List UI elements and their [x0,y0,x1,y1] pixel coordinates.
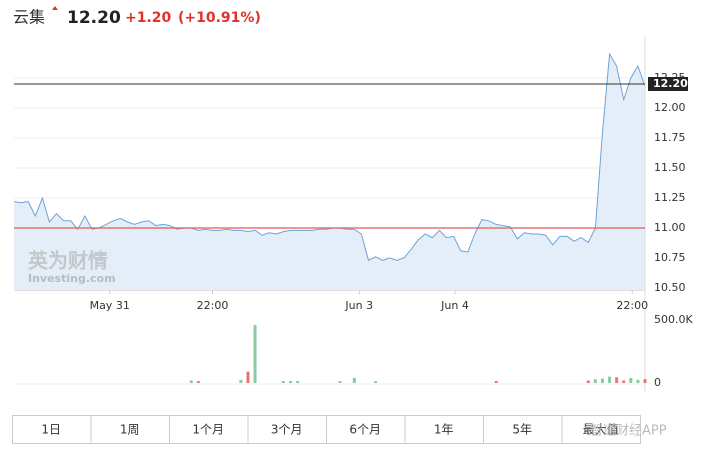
y-tick-label: 10.75 [654,251,686,264]
volume-bar [239,379,243,383]
y-tick-label: 11.25 [654,191,686,204]
volume-bar [586,380,590,383]
volume-bar [289,381,293,383]
volume-bar [643,379,647,383]
tab[interactable]: 3个月 [271,423,303,437]
volume-bar [281,381,285,383]
area [14,54,645,291]
watermark-source: 智通财经APP [590,424,667,439]
watermark-brand: 英为财情 [28,249,108,273]
up-marker [52,6,58,10]
y-tick-label: 11.00 [654,221,686,234]
y-tick-label: 10.50 [654,281,686,294]
volume-bar [189,380,193,383]
tab[interactable]: 5年 [512,423,532,437]
tab[interactable]: 1日 [41,423,61,437]
watermark-site: Investing.com [28,272,116,285]
x-tick-label: May 31 [90,299,130,312]
volume-tick-label: 500.0K [654,313,693,326]
y-tick-label: 12.00 [654,101,686,114]
volume-bar [600,378,604,383]
volume-bar [615,377,619,383]
y-tick-label: 11.50 [654,161,686,174]
volume-bar [196,381,200,383]
change-pct: (+10.91%) [178,10,261,26]
volume-bar [374,381,378,383]
last-price-box [648,77,688,91]
volume-bar [593,379,597,383]
volume-bar [352,377,356,383]
volume-bar [636,379,640,383]
volume-bar [338,381,342,383]
last-price-label: 12.20 [653,77,688,90]
x-tick-label: 22:00 [197,299,229,312]
volume-bar [296,381,300,383]
volume-bar [494,381,498,383]
x-tick-label: 22:00 [616,299,648,312]
tab[interactable]: 最大值 [583,422,619,437]
volume-bar [629,377,633,383]
volume-bar [608,376,612,383]
change: +1.20 [125,10,172,26]
volume-bar [246,371,250,383]
volume-tick-label: 0 [654,376,661,389]
x-tick-label: Jun 3 [344,299,373,312]
tab[interactable]: 1个月 [192,423,224,437]
price-line [13,52,646,262]
y-tick-label: 11.75 [654,131,686,144]
volume-bar [253,325,257,383]
stock-name: 云集 [13,8,45,27]
tab[interactable]: 1周 [120,423,140,437]
x-tick-label: Jun 4 [440,299,469,312]
tab[interactable]: 1年 [434,423,454,437]
tab[interactable]: 6个月 [349,423,381,437]
price: 12.20 [67,8,121,28]
volume-bar [622,380,626,383]
